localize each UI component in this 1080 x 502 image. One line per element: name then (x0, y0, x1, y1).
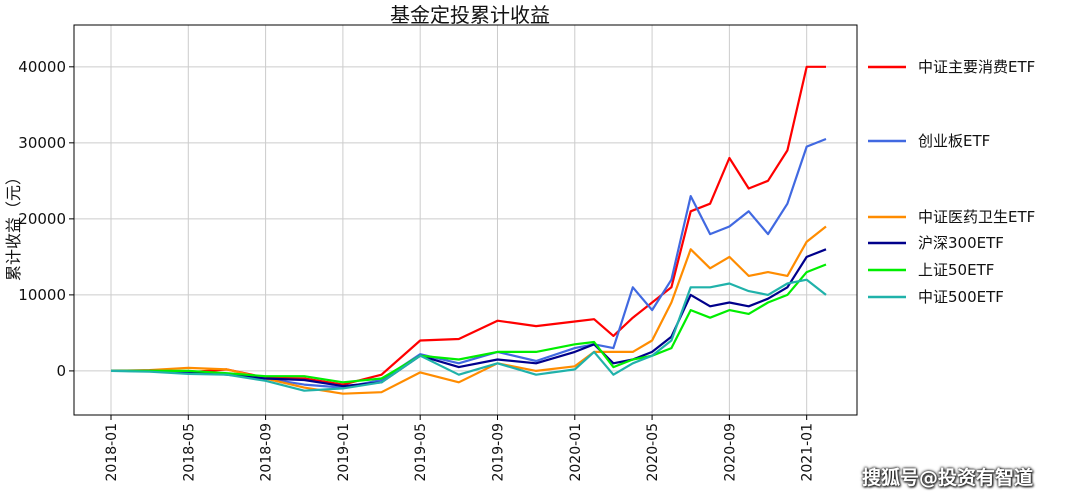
x-tick-label: 2018-09 (259, 423, 275, 482)
series-line-4 (111, 248, 827, 388)
y-axis-ticks: 0 10000 20000 30000 40000 (18, 58, 74, 380)
x-tick-label: 2020-05 (645, 423, 661, 482)
legend-label: 中证主要消费ETF (918, 58, 1035, 76)
x-tick-label: 2019-09 (490, 423, 506, 482)
legend-label: 上证50ETF (918, 261, 994, 279)
y-tick-label: 0 (56, 362, 66, 380)
x-axis-ticks: 2018-01 2018-05 2018-09 2019-01 2019-05 2019-… (104, 415, 816, 482)
plot-frame (73, 24, 858, 416)
x-tick-label: 2019-01 (336, 423, 352, 482)
grid (74, 25, 857, 415)
legend-label: 创业板ETF (918, 132, 990, 150)
x-tick-label: 2018-05 (181, 423, 197, 482)
y-axis-label: 累计收益（元） (4, 169, 23, 281)
series-line-3 (110, 225, 827, 395)
watermark: 搜狐号@投资有智道 (862, 467, 1034, 489)
x-tick-label: 2019-05 (413, 423, 429, 482)
legend-label: 中证医药卫生ETF (918, 208, 1035, 226)
x-tick-label: 2021-01 (800, 423, 816, 482)
chart-title: 基金定投累计收益 (390, 3, 550, 27)
series-line-1 (111, 65, 826, 386)
legend-label: 中证500ETF (918, 288, 1004, 306)
series-line-6 (110, 278, 827, 392)
y-tick-label: 20000 (18, 210, 66, 228)
series-line-5 (111, 263, 827, 384)
x-tick-label: 2018-01 (104, 423, 120, 482)
legend: 中证主要消费ETF 创业板ETF 中证医药卫生ETF 沪深300ETF 上证50ETF 中… (868, 58, 1035, 306)
legend-label: 沪深300ETF (918, 234, 1004, 252)
x-tick-label: 2020-09 (722, 423, 738, 482)
y-tick-label: 30000 (18, 134, 66, 152)
x-tick-label: 2020-01 (568, 423, 584, 482)
series-layer (110, 65, 827, 395)
y-tick-label: 10000 (18, 286, 66, 304)
y-tick-label: 40000 (18, 58, 66, 76)
